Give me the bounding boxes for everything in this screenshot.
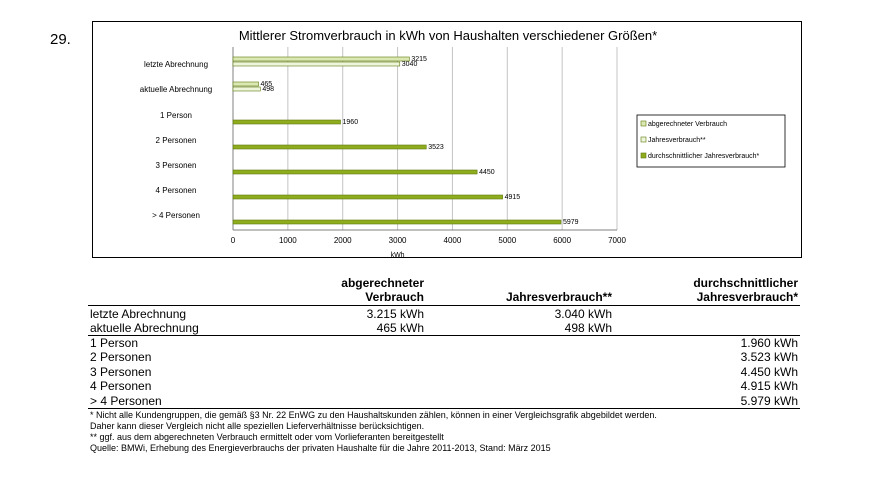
cell-abgerechnet: 3.215 kWh	[366, 307, 424, 321]
data-label: 465	[261, 81, 273, 88]
cell-durchschnitt: 3.523 kWh	[740, 350, 798, 364]
bar-chart: 0 1000 2000 3000 4000 5000 6000 7000 kWh letzte A…	[140, 47, 786, 257]
cell-durchschnitt: 1.960 kWh	[740, 336, 798, 350]
table-bottom-rule	[88, 408, 800, 409]
table-row: aktuelle Abrechnung 465 kWh 498 kWh	[88, 321, 800, 335]
row-label: aktuelle Abrechnung	[90, 321, 199, 335]
row-label: letzte Abrechnung	[90, 307, 187, 321]
x-tick-label: 2000	[334, 236, 352, 245]
header-jahresverbrauch: Jahresverbrauch**	[505, 290, 612, 304]
legend-label: durchschnittlicher Jahresverbrauch*	[648, 153, 760, 160]
cell-abgerechnet: 465 kWh	[376, 321, 424, 335]
table-row: 3 Personen 4.450 kWh	[88, 365, 800, 379]
x-tick-label: 5000	[498, 236, 516, 245]
legend-box	[636, 114, 786, 168]
category-label: > 4 Personen	[152, 211, 200, 220]
data-label: 4450	[479, 169, 495, 176]
bar	[232, 119, 341, 125]
x-tick-label: 6000	[553, 236, 571, 245]
bar	[232, 61, 401, 67]
group-separator	[88, 335, 800, 336]
cell-jahres: 3.040 kWh	[554, 307, 612, 321]
legend-swatch	[640, 152, 647, 159]
legend-label: Jahresverbrauch**	[648, 137, 706, 144]
data-label: 498	[262, 86, 274, 93]
header-abgerechnet: abgerechneter Verbrauch	[341, 276, 424, 304]
row-label: 3 Personen	[90, 365, 152, 379]
row-label: 4 Personen	[90, 379, 152, 393]
bar	[232, 219, 562, 225]
header-durchschnitt: durchschnittlicher Jahresverbrauch*	[693, 276, 798, 304]
category-label: 4 Personen	[156, 186, 197, 195]
x-tick-label: 1000	[279, 236, 297, 245]
chart-frame: Mittlerer Stromverbrauch in kWh von Haus…	[92, 21, 802, 258]
row-label: 2 Personen	[90, 350, 152, 364]
x-axis-label: kWh	[391, 252, 405, 257]
row-label: > 4 Personen	[90, 394, 162, 408]
x-tick-label: 7000	[608, 236, 626, 245]
cell-durchschnitt: 4.915 kWh	[740, 379, 798, 393]
category-label: 3 Personen	[156, 161, 197, 170]
data-label: 3040	[402, 61, 418, 68]
bar	[232, 81, 259, 87]
chart-title: Mittlerer Stromverbrauch in kWh von Haus…	[238, 28, 658, 43]
table-row: 1 Person 1.960 kWh	[88, 336, 800, 350]
cell-durchschnitt: 4.450 kWh	[740, 365, 798, 379]
header-separator	[88, 305, 800, 306]
page-number: 29.	[50, 31, 71, 48]
footnote: ** ggf. aus dem abgerechneten Verbrauch …	[90, 432, 444, 442]
legend-swatch	[640, 136, 647, 143]
data-label: 4915	[505, 194, 521, 201]
cell-durchschnitt: 5.979 kWh	[740, 394, 798, 408]
x-tick-label: 0	[231, 236, 236, 245]
data-label: 1960	[343, 119, 359, 126]
x-tick-label: 4000	[444, 236, 462, 245]
legend-swatch	[640, 120, 647, 127]
legend-label: abgerechneter Verbrauch	[648, 121, 727, 128]
source-note: Quelle: BMWi, Erhebung des Energieverbra…	[90, 443, 551, 453]
data-label: 3215	[411, 56, 427, 63]
table-row: > 4 Personen 5.979 kWh	[88, 394, 800, 408]
row-label: 1 Person	[90, 336, 139, 350]
table-row: letzte Abrechnung 3.215 kWh 3.040 kWh	[88, 307, 800, 321]
category-label: letzte Abrechnung	[144, 60, 208, 69]
bar	[232, 194, 503, 200]
data-label: 5979	[563, 219, 579, 226]
data-label: 3523	[428, 144, 444, 151]
footnote: Daher kann dieser Vergleich nicht alle s…	[90, 421, 425, 431]
table-row: 4 Personen 4.915 kWh	[88, 379, 800, 393]
x-tick-label: 3000	[389, 236, 407, 245]
bar	[232, 169, 478, 175]
bar	[232, 86, 261, 92]
footnotes: * Nicht alle Kundengruppen, die gemäß §3…	[90, 410, 657, 454]
category-label: 2 Personen	[156, 136, 197, 145]
footnote: * Nicht alle Kundengruppen, die gemäß §3…	[90, 410, 657, 420]
category-label: aktuelle Abrechnung	[140, 85, 213, 94]
bar	[232, 56, 410, 62]
category-label: 1 Person	[160, 111, 192, 120]
bar	[232, 144, 427, 150]
cell-jahres: 498 kWh	[564, 321, 612, 335]
table-row: 2 Personen 3.523 kWh	[88, 350, 800, 364]
